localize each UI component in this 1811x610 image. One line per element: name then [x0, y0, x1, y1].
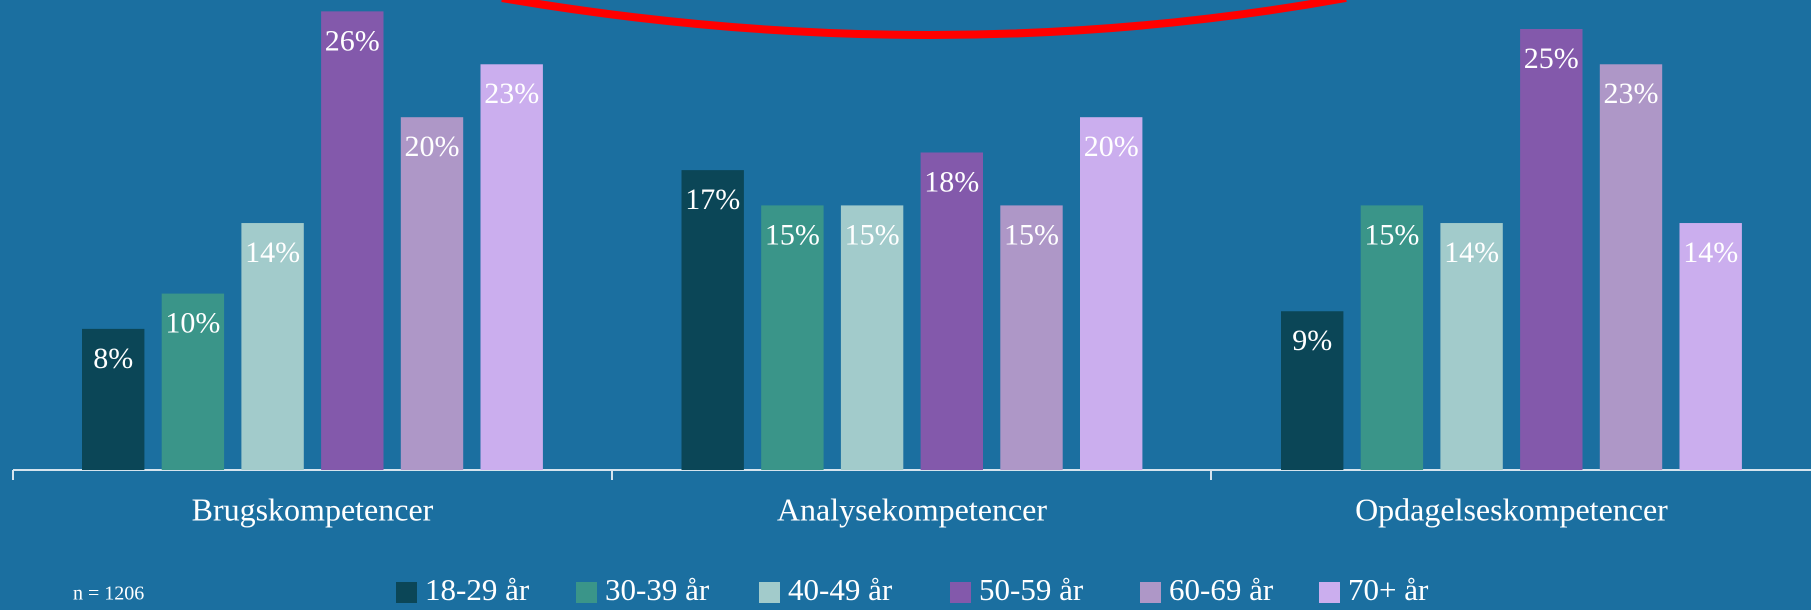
legend-label: 50-59 år [979, 572, 1084, 607]
x-tick-label: Brugskompetencer [192, 491, 434, 527]
bar [1000, 205, 1063, 470]
bar [161, 293, 225, 470]
bar [840, 205, 904, 470]
data-label: 14% [245, 236, 300, 269]
data-label: 15% [765, 218, 820, 251]
bar [920, 152, 983, 471]
legend-swatch [1140, 582, 1161, 603]
bar [1599, 64, 1663, 470]
data-label: 26% [325, 24, 380, 57]
legend-swatch [576, 582, 597, 603]
x-tick-label: Analysekompetencer [777, 491, 1047, 527]
data-label: 18% [924, 165, 979, 198]
bar [1281, 311, 1344, 470]
bar [82, 328, 145, 470]
bar [321, 11, 384, 471]
sample-size-note: n = 1206 [73, 583, 144, 605]
bar [241, 223, 304, 470]
data-label: 15% [1004, 218, 1059, 251]
data-label: 20% [1084, 130, 1139, 163]
bar [480, 64, 543, 470]
x-tick-label: Opdagelseskompetencer [1355, 491, 1668, 527]
data-label: 15% [845, 218, 900, 251]
legend-swatch [396, 582, 417, 603]
highlight-arc [501, 0, 1347, 39]
data-label: 15% [1364, 218, 1419, 251]
bar [1440, 223, 1503, 470]
data-label: 23% [484, 77, 539, 110]
bar [400, 117, 464, 470]
data-label: 25% [1524, 42, 1579, 75]
legend-label: 30-39 år [605, 572, 710, 607]
bar [761, 205, 824, 470]
bar [1520, 29, 1583, 470]
legend-swatch [1319, 582, 1340, 603]
data-label: 8% [93, 342, 133, 375]
legend-label: 18-29 år [425, 572, 530, 607]
bar [1679, 223, 1742, 470]
legend-swatch [950, 582, 971, 603]
bar [1360, 205, 1424, 470]
data-label: 20% [405, 130, 460, 163]
legend-label: 40-49 år [788, 572, 893, 607]
legend-label: 70+ år [1348, 572, 1429, 607]
data-label: 17% [685, 183, 740, 216]
data-label: 14% [1444, 236, 1499, 269]
data-label: 14% [1683, 236, 1738, 269]
legend-label: 60-69 år [1169, 572, 1274, 607]
data-label: 10% [165, 306, 220, 339]
bar [1080, 117, 1143, 470]
legend-swatch [759, 582, 780, 603]
data-label: 9% [1292, 324, 1332, 357]
data-label: 23% [1604, 77, 1659, 110]
bar [681, 170, 744, 470]
